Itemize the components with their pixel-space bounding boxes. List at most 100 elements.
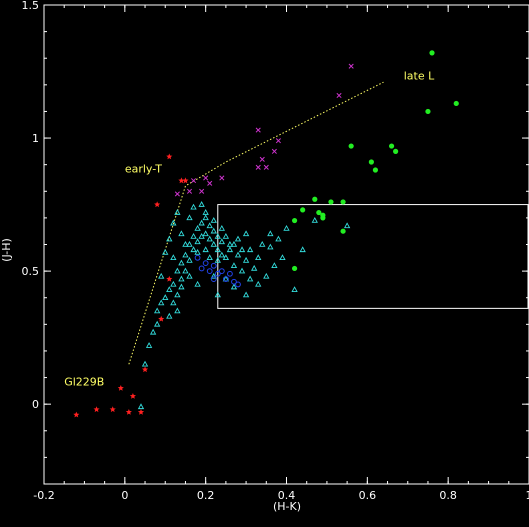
axis-layer: -0.2 0 0.2 0.4 0.6 0.8 1 0 0.5 1 1.5 <box>22 0 529 502</box>
data-point-triangle <box>145 342 153 348</box>
data-point-star <box>166 275 173 282</box>
data-point-dot <box>393 148 399 154</box>
data-point-triangle <box>194 238 201 245</box>
data-point-dot <box>340 228 346 234</box>
data-point-star <box>125 408 132 415</box>
data-point-triangle <box>279 254 286 261</box>
x-tick-label: 0.4 <box>278 489 296 502</box>
data-point-triangle <box>271 262 278 269</box>
x-tick-label: 0 <box>121 489 128 502</box>
data-point-circle <box>206 268 213 275</box>
data-point-cross <box>271 148 277 154</box>
data-point-triangle <box>186 256 193 263</box>
annotation-label: late L <box>404 70 435 83</box>
data-point-triangle <box>263 272 270 279</box>
data-point-cross <box>190 178 197 184</box>
data-point-triangle <box>246 246 254 253</box>
data-point-triangle <box>311 217 318 223</box>
data-point-triangle <box>186 214 193 221</box>
data-point-triangle <box>182 251 189 258</box>
data-point-triangle <box>182 267 189 274</box>
data-point-triangle <box>206 222 213 229</box>
data-point-star <box>178 177 185 184</box>
y-tick-label: 0 <box>32 398 39 411</box>
data-layer: Gl229B early-T late L <box>64 50 459 418</box>
x-tick-label: 0.8 <box>439 489 457 502</box>
data-point-triangle <box>210 272 217 279</box>
data-point-triangle <box>154 307 161 314</box>
x-tick-label: -0.2 <box>33 489 54 502</box>
data-point-triangle <box>214 246 221 253</box>
data-point-dot <box>316 209 322 216</box>
data-point-triangle <box>222 275 230 282</box>
data-point-star <box>158 315 165 322</box>
data-point-triangle <box>178 230 185 237</box>
data-point-circle <box>222 276 229 282</box>
x-tick-label: 0.2 <box>197 489 215 502</box>
data-point-triangle <box>214 256 221 263</box>
data-point-dot <box>291 265 298 272</box>
data-point-triangle <box>174 267 181 274</box>
data-point-triangle <box>230 240 238 247</box>
data-point-dot <box>348 143 354 149</box>
data-point-triangle <box>182 240 189 247</box>
data-point-cross <box>348 63 354 69</box>
data-point-triangle <box>218 224 225 231</box>
data-point-triangle <box>178 283 185 290</box>
data-point-triangle <box>226 246 234 253</box>
data-point-triangle <box>234 235 242 242</box>
selection-box <box>217 204 529 309</box>
data-point-triangle <box>194 248 201 255</box>
data-point-cross <box>255 127 261 133</box>
data-point-circle <box>210 276 217 282</box>
data-point-triangle <box>230 283 238 290</box>
data-point-cross <box>207 180 213 186</box>
plot-area <box>128 81 529 365</box>
data-point-triangle <box>162 248 169 255</box>
data-point-triangle <box>190 203 197 210</box>
data-point-triangle <box>149 328 157 335</box>
data-point-triangle <box>166 286 173 292</box>
annotation-label: early-T <box>125 163 162 176</box>
data-point-dot <box>429 50 435 56</box>
data-point-triangle <box>275 235 282 242</box>
data-point-triangle <box>242 291 250 298</box>
data-point-triangle <box>238 246 246 253</box>
data-point-triangle <box>255 254 262 261</box>
data-point-triangle <box>251 264 258 271</box>
data-point-star <box>166 153 173 160</box>
data-point-triangle <box>214 291 221 298</box>
data-point-dot <box>300 207 306 213</box>
data-point-dot <box>340 199 346 205</box>
data-point-triangle <box>170 280 177 287</box>
data-point-dot <box>372 167 379 173</box>
data-point-triangle <box>267 230 274 237</box>
data-point-circle <box>227 270 233 277</box>
data-point-circle <box>235 281 241 288</box>
data-point-triangle <box>178 259 185 266</box>
data-point-triangle <box>198 201 205 207</box>
data-point-triangle <box>299 246 306 253</box>
data-point-triangle <box>242 230 250 237</box>
data-point-dot <box>291 217 298 224</box>
data-point-triangle <box>154 320 161 327</box>
data-point-triangle <box>190 246 197 253</box>
data-point-circle <box>198 265 205 272</box>
data-point-star <box>182 177 189 184</box>
data-point-triangle <box>141 360 149 367</box>
data-point-triangle <box>210 227 217 234</box>
data-point-triangle <box>206 235 213 242</box>
data-point-cross <box>275 138 281 144</box>
data-point-cross <box>199 188 205 194</box>
data-point-triangle <box>186 240 193 247</box>
data-point-circle <box>210 262 217 269</box>
x-axis-title: (H-K) <box>273 500 301 513</box>
data-point-circle <box>194 254 201 261</box>
data-point-cross <box>255 164 261 170</box>
data-point-triangle <box>174 307 181 314</box>
data-point-triangle <box>206 254 213 261</box>
data-point-triangle <box>222 232 230 239</box>
data-point-triangle <box>226 240 234 247</box>
data-point-dot <box>453 100 459 107</box>
